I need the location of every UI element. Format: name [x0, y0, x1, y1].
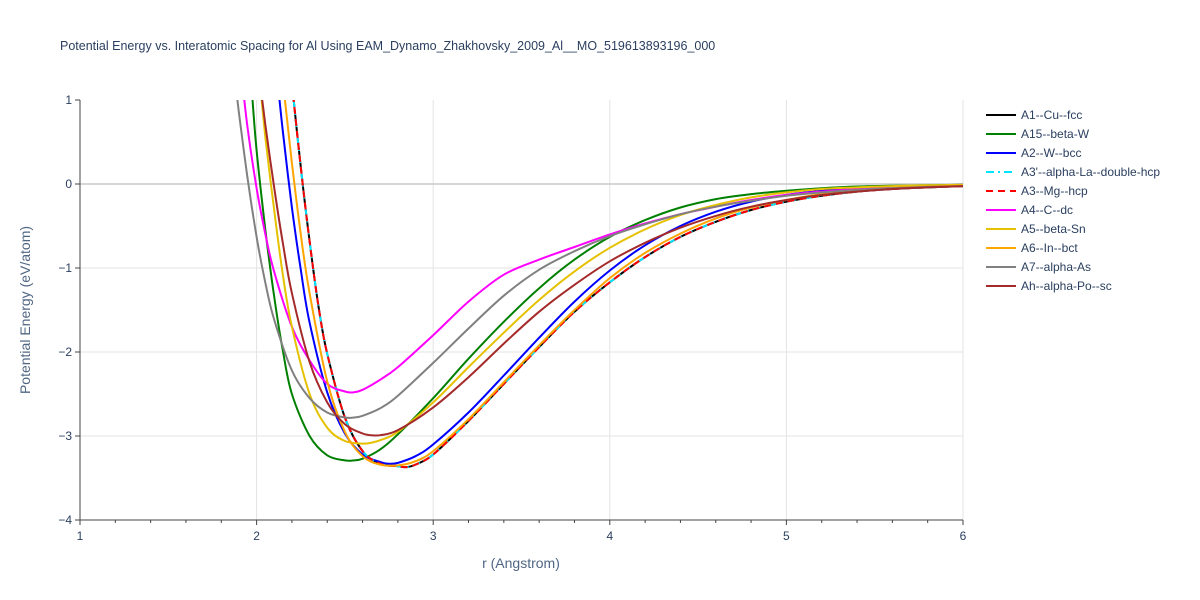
legend-label: A7--alpha-As: [1021, 260, 1091, 274]
legend-label: A5--beta-Sn: [1021, 222, 1086, 236]
legend-label: A1--Cu--fcc: [1021, 108, 1082, 122]
series-line-a6-in-bct: [283, 100, 963, 467]
plot-area: [236, 100, 963, 469]
y-tick-label: −2: [58, 345, 72, 359]
legend-label: A3--Mg--hcp: [1021, 184, 1088, 198]
series-line-a3-alpha-la-double-hcp: [292, 100, 963, 469]
legend: A1--Cu--fcc A15--beta-W A2--W--bcc A3'--alp…: [986, 108, 1160, 293]
legend-label: A4--C--dc: [1021, 203, 1073, 217]
legend-label: A6--In--bct: [1021, 241, 1078, 255]
series-line-a1-cu-fcc: [292, 100, 963, 469]
tick-labels: 1 2 3 4 5 6 1 0 −1 −2 −3 −4: [58, 93, 966, 543]
x-tick-label: 2: [253, 529, 260, 543]
legend-label: A2--W--bcc: [1021, 146, 1081, 160]
legend-label: A15--beta-W: [1021, 127, 1090, 141]
x-tick-label: 6: [960, 529, 967, 543]
legend-label: Ah--alpha-Po--sc: [1021, 279, 1112, 293]
y-tick-label: 0: [65, 177, 72, 191]
y-axis-title: Potential Energy (eV/atom): [17, 226, 33, 394]
series-line-a5-beta-sn: [260, 100, 963, 445]
x-tick-label: 1: [77, 529, 84, 543]
x-tick-label: 5: [783, 529, 790, 543]
series-line-a15-beta-w: [251, 100, 963, 462]
y-tick-label: −4: [58, 513, 72, 527]
legend-label: A3'--alpha-La--double-hcp: [1021, 165, 1160, 179]
x-tick-label: 4: [606, 529, 613, 543]
series-group: [236, 100, 963, 469]
series-line-a7-alpha-as: [236, 100, 963, 419]
axes: [75, 99, 964, 525]
series-line-a3-mg-hcp: [292, 100, 963, 469]
chart-title: Potential Energy vs. Interatomic Spacing…: [60, 39, 715, 53]
y-tick-label: 1: [65, 93, 72, 107]
x-axis-title: r (Angstrom): [482, 555, 560, 571]
y-tick-label: −3: [58, 429, 72, 443]
grid-lines: [80, 100, 964, 520]
series-line-ah-alpha-po-sc: [261, 100, 963, 437]
x-tick-label: 3: [430, 529, 437, 543]
y-tick-label: −1: [58, 261, 72, 275]
